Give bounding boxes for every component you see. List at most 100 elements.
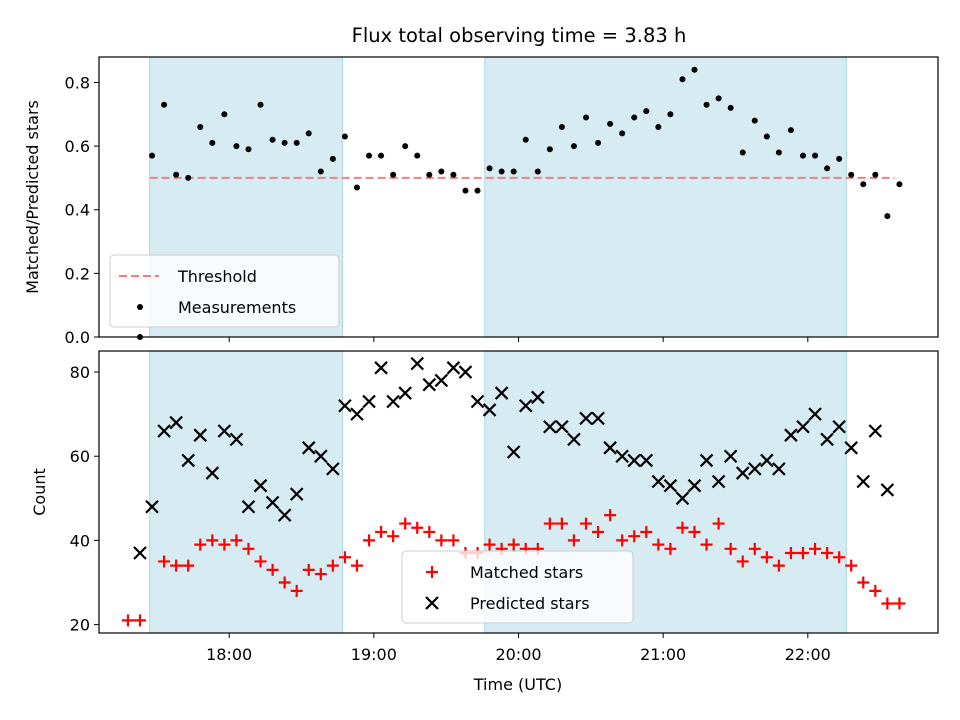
- y-tick-label: 0.6: [65, 137, 90, 156]
- data-point: [326, 559, 339, 572]
- data-point: [253, 478, 268, 493]
- data-point: [607, 120, 614, 127]
- data-point: [145, 499, 159, 514]
- legend-box: [401, 550, 634, 624]
- data-point: [510, 168, 517, 175]
- data-point: [483, 538, 496, 551]
- data-point: [679, 76, 686, 83]
- data-point: [281, 139, 288, 146]
- data-point: [230, 534, 243, 547]
- data-point: [136, 334, 143, 340]
- data-point: [197, 124, 204, 130]
- data-point: [688, 525, 701, 538]
- data-point: [329, 155, 336, 162]
- data-point: [640, 525, 653, 538]
- data-point: [820, 432, 834, 447]
- data-point: [663, 478, 678, 493]
- data-point: [302, 563, 315, 576]
- data-point: [772, 462, 786, 476]
- data-point: [880, 483, 895, 497]
- ratio-panel: 0.0 0.2 0.4 0.6 0.8 Matched/Predicted stars Th…: [23, 56, 939, 347]
- data-point: [799, 152, 806, 159]
- data-point: [555, 419, 569, 434]
- data-point: [353, 184, 360, 191]
- data-point: [739, 149, 746, 156]
- data-point: [182, 559, 195, 572]
- y-tick-label: 0.0: [65, 328, 90, 347]
- data-point: [386, 394, 400, 409]
- data-point: [205, 466, 220, 480]
- data-point: [881, 597, 894, 610]
- data-point: [567, 534, 580, 547]
- data-point: [426, 171, 433, 178]
- data-point: [435, 534, 448, 547]
- data-point: [209, 139, 216, 146]
- data-point: [133, 546, 147, 560]
- legend-handle: [137, 304, 143, 310]
- legend-label: Matched stars: [470, 563, 583, 582]
- data-point: [402, 143, 409, 150]
- legend-handle: [425, 596, 439, 610]
- data-point: [848, 171, 855, 178]
- x-tick-label: 19:00: [351, 645, 397, 664]
- data-point: [784, 428, 798, 442]
- data-point: [254, 555, 267, 568]
- data-point: [233, 143, 240, 150]
- data-point: [158, 555, 171, 568]
- data-point: [868, 424, 883, 438]
- data-point: [796, 419, 810, 434]
- legend-box: [109, 254, 340, 328]
- data-point: [715, 95, 722, 102]
- data-point: [747, 462, 762, 476]
- y-tick-label: 20: [70, 616, 90, 635]
- data-point: [652, 538, 665, 551]
- y-tick-label: 40: [70, 531, 90, 550]
- data-point: [872, 171, 879, 178]
- data-point: [627, 453, 642, 468]
- data-point: [787, 127, 794, 134]
- data-point: [712, 517, 725, 530]
- data-point: [580, 517, 593, 530]
- data-point: [494, 386, 509, 400]
- x-axis-title: Time (UTC): [473, 675, 562, 694]
- chart-title: Flux total observing time = 3.83 h: [352, 24, 687, 47]
- data-point: [257, 101, 264, 108]
- data-point: [170, 559, 183, 572]
- data-point: [301, 441, 316, 455]
- data-point: [350, 407, 364, 421]
- data-point: [675, 491, 690, 506]
- data-point: [724, 542, 737, 555]
- legend: Matched stars Predicted stars: [401, 550, 634, 624]
- data-point: [317, 168, 324, 175]
- data-point: [289, 487, 304, 501]
- x-tick-label: 22:00: [785, 645, 831, 664]
- data-point: [149, 152, 156, 159]
- data-point: [845, 559, 858, 572]
- data-point: [857, 576, 870, 589]
- y-tick-label: 0.8: [65, 73, 90, 92]
- data-point: [266, 563, 279, 576]
- data-point: [812, 152, 819, 159]
- data-point: [616, 534, 629, 547]
- data-point: [206, 534, 219, 547]
- data-point: [615, 449, 629, 464]
- data-point: [558, 124, 565, 130]
- data-point: [229, 432, 244, 447]
- y-tick-label: 60: [70, 447, 90, 466]
- data-point: [763, 133, 770, 140]
- data-point: [399, 517, 412, 530]
- data-point: [269, 136, 276, 143]
- data-point: [651, 474, 666, 489]
- data-point: [567, 432, 581, 447]
- legend-label: Predicted stars: [470, 594, 590, 613]
- data-point: [833, 551, 846, 564]
- data-point: [217, 424, 232, 438]
- shaded-interval: [149, 350, 344, 634]
- data-point: [699, 453, 714, 468]
- data-point: [591, 411, 605, 426]
- data-point: [314, 449, 328, 464]
- y-tick-label: 0.2: [65, 264, 90, 283]
- data-point: [470, 394, 485, 409]
- data-point: [667, 111, 674, 118]
